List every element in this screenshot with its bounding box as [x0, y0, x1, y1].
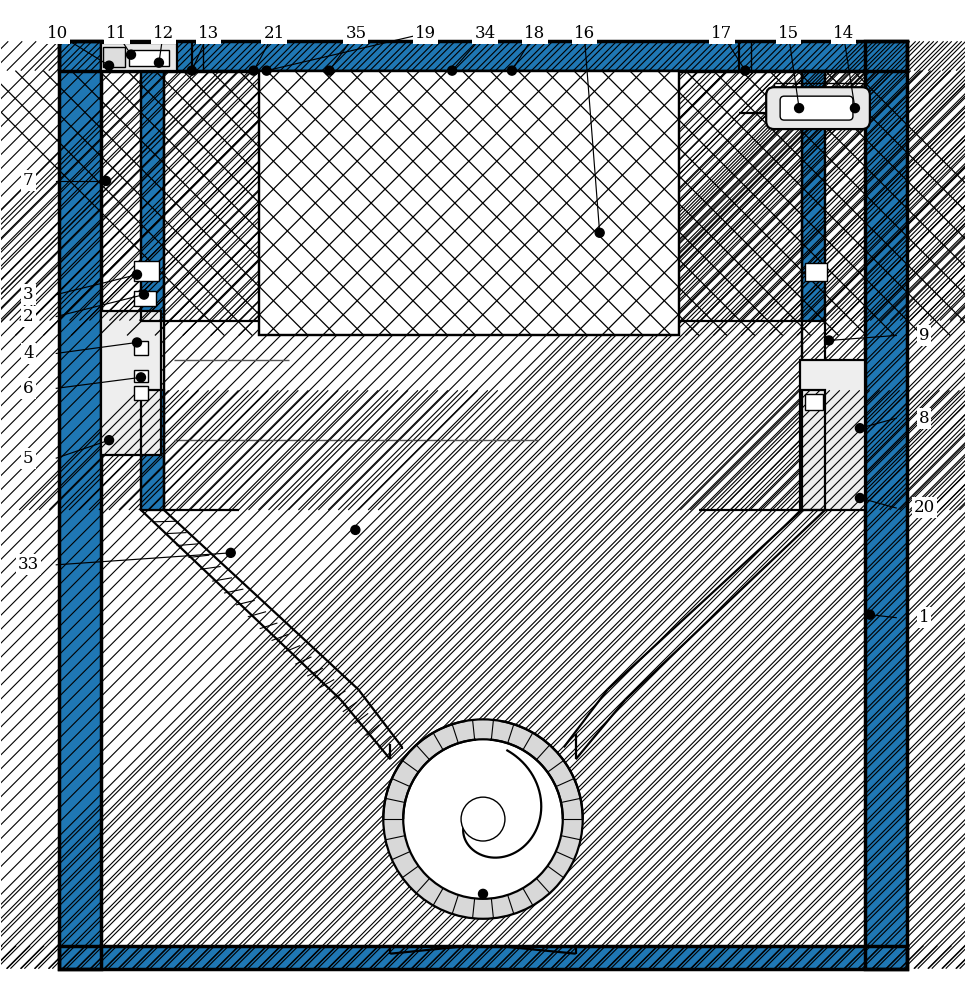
Text: 33: 33: [17, 556, 39, 573]
Text: 3: 3: [23, 286, 34, 303]
Text: 17: 17: [711, 25, 732, 42]
Bar: [59, 41, 101, 969]
Circle shape: [856, 494, 865, 502]
Circle shape: [461, 797, 505, 841]
Text: 12: 12: [153, 25, 174, 42]
Bar: [805, 263, 827, 281]
Bar: [101, 311, 161, 455]
Circle shape: [351, 525, 360, 534]
Text: 34: 34: [474, 25, 496, 42]
Bar: [103, 47, 125, 67]
Bar: [141, 71, 164, 321]
Circle shape: [850, 104, 860, 113]
Bar: [259, 71, 679, 335]
Circle shape: [384, 719, 582, 919]
Circle shape: [155, 58, 163, 67]
Circle shape: [795, 104, 804, 113]
Circle shape: [132, 338, 141, 347]
Bar: [134, 291, 156, 306]
Circle shape: [249, 66, 258, 75]
Circle shape: [187, 66, 196, 75]
Text: 10: 10: [46, 25, 68, 42]
Text: 20: 20: [914, 499, 935, 516]
Bar: [134, 341, 148, 355]
Bar: [59, 41, 101, 969]
Circle shape: [104, 61, 114, 70]
Circle shape: [741, 66, 750, 75]
Bar: [865, 41, 907, 969]
Bar: [802, 71, 825, 321]
Text: 8: 8: [919, 410, 929, 427]
Bar: [802, 390, 825, 510]
Circle shape: [136, 373, 146, 382]
Bar: [134, 386, 148, 400]
Circle shape: [101, 176, 110, 185]
Bar: [802, 390, 825, 510]
Circle shape: [139, 290, 149, 299]
Bar: [59, 946, 907, 969]
Text: 4: 4: [23, 345, 34, 362]
FancyBboxPatch shape: [781, 96, 853, 120]
Bar: [59, 946, 907, 969]
Circle shape: [825, 336, 834, 345]
Circle shape: [478, 889, 488, 898]
Circle shape: [866, 610, 874, 619]
Circle shape: [595, 228, 604, 237]
Text: 21: 21: [264, 25, 285, 42]
Bar: [59, 41, 907, 71]
Text: 13: 13: [198, 25, 219, 42]
Text: 1: 1: [919, 609, 929, 626]
Circle shape: [856, 424, 865, 433]
Bar: [865, 41, 907, 969]
Circle shape: [132, 270, 141, 279]
Text: 7: 7: [23, 172, 34, 189]
Text: 11: 11: [106, 25, 128, 42]
Circle shape: [447, 66, 457, 75]
Circle shape: [325, 66, 334, 75]
Circle shape: [226, 548, 235, 557]
Text: 14: 14: [833, 25, 854, 42]
Circle shape: [262, 66, 271, 75]
Circle shape: [403, 739, 563, 899]
Text: 9: 9: [919, 327, 929, 344]
Text: 2: 2: [23, 308, 34, 325]
Circle shape: [104, 436, 114, 445]
FancyBboxPatch shape: [766, 87, 870, 129]
Bar: [129, 50, 169, 66]
Text: 15: 15: [778, 25, 799, 42]
Bar: [802, 71, 825, 321]
Circle shape: [507, 66, 517, 75]
Bar: [259, 71, 679, 335]
Bar: [259, 71, 679, 335]
Text: 5: 5: [23, 450, 34, 467]
Circle shape: [127, 50, 135, 59]
Bar: [141, 71, 164, 321]
Bar: [101, 71, 865, 946]
Bar: [59, 41, 907, 71]
Bar: [141, 390, 164, 510]
Text: 35: 35: [345, 25, 366, 42]
Bar: [259, 71, 679, 335]
Text: 18: 18: [525, 25, 546, 42]
Text: 6: 6: [23, 380, 34, 397]
Bar: [141, 390, 164, 510]
Bar: [101, 43, 177, 71]
Text: 16: 16: [574, 25, 595, 42]
Bar: [805, 394, 823, 410]
Bar: [134, 261, 159, 281]
Bar: [134, 370, 148, 382]
Text: 19: 19: [414, 25, 436, 42]
Bar: [800, 360, 865, 510]
